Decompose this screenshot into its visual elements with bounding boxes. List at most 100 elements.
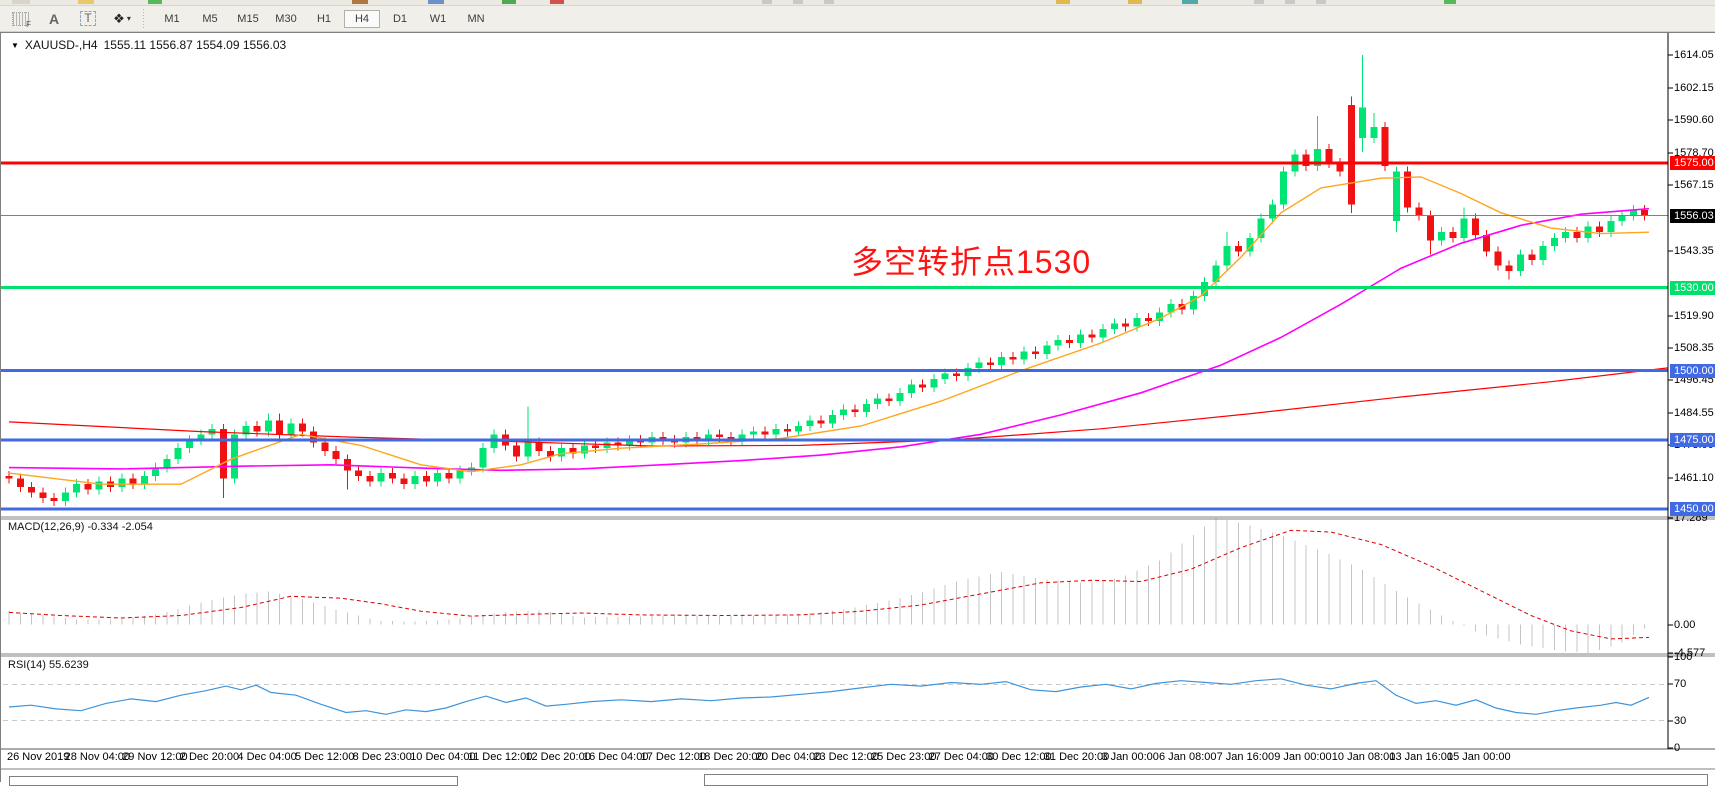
time-axis-label: 15 Jan 00:00 <box>1447 751 1511 763</box>
candle-body <box>1415 207 1423 216</box>
candle-body <box>264 420 272 432</box>
time-axis-label: 29 Nov 12:00 <box>122 751 188 763</box>
candle-body <box>625 439 633 446</box>
candle-body <box>795 426 803 432</box>
candle-body <box>1573 232 1581 238</box>
symbol-period-label: XAUUSD-,H4 <box>24 38 98 52</box>
candle-body <box>95 481 103 490</box>
grid-icon <box>11 11 29 26</box>
candle-body <box>953 373 961 377</box>
clipped-toolbar-icon <box>428 0 444 4</box>
candle-body <box>1528 254 1536 260</box>
candle-body <box>1257 218 1265 238</box>
level-price-badge: 1500.00 <box>1670 364 1715 378</box>
price-chart-canvas[interactable] <box>1 33 1715 782</box>
ma-slow-red-line <box>8 367 1669 447</box>
candle-body <box>546 450 554 457</box>
time-axis-label: 4 Dec 04:00 <box>237 751 297 763</box>
candle-body <box>919 384 927 388</box>
time-axis-label: 17 Dec 12:00 <box>640 751 707 763</box>
arrows-icon: ❖ <box>113 10 125 26</box>
timeframe-button-H4[interactable]: H4 <box>344 9 380 28</box>
candle-body <box>1065 340 1073 343</box>
price-tick-label: 1519.90 <box>1674 310 1714 322</box>
candle-body <box>1449 232 1457 238</box>
candle-body <box>1404 171 1412 208</box>
candle-body <box>50 498 58 501</box>
candle-body <box>1043 345 1051 355</box>
grid-f-label: F <box>26 19 31 29</box>
time-axis-label: 30 Dec 12:00 <box>986 751 1052 763</box>
rsi-tick-label: 70 <box>1674 678 1687 690</box>
price-tick-label: 1461.10 <box>1674 472 1714 484</box>
timeframe-button-M1[interactable]: M1 <box>164 12 180 25</box>
clipped-toolbar-icon <box>12 0 30 4</box>
candle-body <box>231 434 239 479</box>
candle-body <box>817 420 825 424</box>
text-annotation[interactable]: 多空转折点1530 <box>851 244 1092 280</box>
timeframe-button-D1[interactable]: D1 <box>392 12 408 25</box>
level-price-badge: 1575.00 <box>1670 156 1715 170</box>
candle-body <box>445 473 453 479</box>
text-label-tool-button[interactable]: A <box>42 9 66 29</box>
time-axis-label: 16 Dec 04:00 <box>583 751 649 763</box>
candle-body <box>772 428 780 435</box>
candle-body <box>716 434 724 438</box>
candle-body <box>535 442 543 451</box>
macd-indicator-label: MACD(12,26,9) -0.334 -2.054 <box>8 521 153 533</box>
candle-body <box>1494 251 1502 266</box>
candle-body <box>986 362 994 366</box>
timeframe-button-M5[interactable]: M5 <box>202 12 218 25</box>
candle-body <box>1562 232 1570 238</box>
candle-body <box>896 392 904 402</box>
candle-body <box>1471 218 1479 235</box>
candle-body <box>1505 265 1513 271</box>
clipped-toolbar-icon <box>1128 0 1142 4</box>
current-price-badge: 1556.03 <box>1670 209 1715 223</box>
clipped-toolbar-icon <box>1056 0 1070 4</box>
candle-body <box>1077 334 1085 343</box>
chart-title: ▼ XAUUSD-,H4 1555.11 1556.87 1554.09 155… <box>11 38 286 52</box>
candle-body <box>828 414 836 424</box>
crosshair-grid-tool-button[interactable]: F <box>8 9 32 29</box>
time-axis-label: 7 Jan 16:00 <box>1216 751 1275 763</box>
candle-body <box>1370 127 1378 139</box>
candle-body <box>219 428 227 479</box>
candle-body <box>1054 340 1062 346</box>
timeframe-button-M30[interactable]: M30 <box>275 12 297 25</box>
arrow-tools-button[interactable]: ❖ ▾ <box>110 9 134 29</box>
candle-body <box>930 378 938 388</box>
candle-body <box>761 431 769 435</box>
candle-body <box>1325 149 1333 164</box>
timeframe-button-H1[interactable]: H1 <box>316 12 332 25</box>
price-tick-label: 1508.35 <box>1674 342 1714 354</box>
collapse-triangle-icon[interactable]: ▼ <box>11 40 19 50</box>
candle-body <box>1099 329 1107 338</box>
candle-body <box>39 492 47 499</box>
candle-body <box>1133 318 1141 327</box>
ma-fast-orange-line <box>8 176 1650 485</box>
candle-body <box>61 492 69 501</box>
candle-body <box>1235 246 1243 252</box>
text-a-icon: A <box>48 10 60 27</box>
timeframe-button-M15[interactable]: M15 <box>237 12 259 25</box>
timeframe-button-W1[interactable]: W1 <box>429 12 447 25</box>
candle-body <box>862 403 870 413</box>
time-axis-label: 11 Dec 12:00 <box>467 751 533 763</box>
candle-body <box>298 423 306 432</box>
candle-body <box>614 442 622 446</box>
time-axis-label: 2 Dec 20:00 <box>179 751 240 763</box>
price-tick-label: 1614.05 <box>1674 49 1714 61</box>
candle-body <box>1167 304 1175 313</box>
candle-body <box>1246 237 1254 252</box>
time-axis-label: 26 Nov 2019 <box>7 751 70 763</box>
rsi-tick-label: 100 <box>1674 651 1693 663</box>
candle-body <box>185 439 193 449</box>
candle-body <box>603 442 611 449</box>
chart-window[interactable]: ▼ XAUUSD-,H4 1555.11 1556.87 1554.09 155… <box>0 32 1715 786</box>
candle-body <box>73 484 81 493</box>
text-box-tool-button[interactable]: T <box>76 9 100 29</box>
timeframe-button-MN[interactable]: MN <box>467 12 485 25</box>
time-axis-label: 25 Dec 23:00 <box>871 751 937 763</box>
